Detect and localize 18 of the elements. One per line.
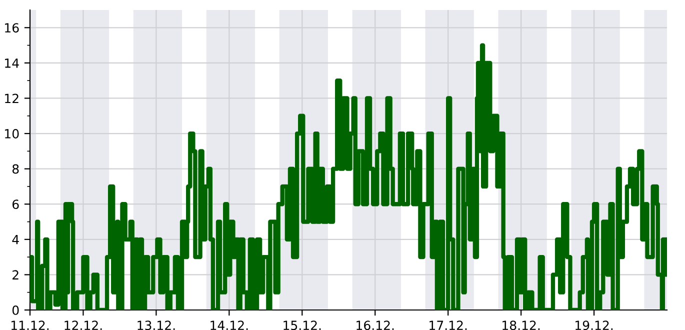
y-tick-label: 4 (12, 235, 19, 244)
y-tick-label: 6 (12, 200, 19, 210)
x-tick-label: 15.12. (284, 320, 321, 330)
y-tick-label: 2 (12, 270, 18, 280)
x-tick-label: 16.12. (356, 320, 394, 330)
x-tick-label: 17.12. (430, 320, 467, 330)
x-tick-label: 18.12. (502, 320, 540, 330)
y-tick-label: 10 (5, 129, 19, 138)
x-tick-label: 13.12. (138, 320, 175, 330)
x-tick-label: 11.12. (11, 320, 49, 330)
x-tick-label: 12.12. (64, 320, 102, 330)
y-tick-label: 0 (12, 305, 19, 315)
x-tick-label: 19.12. (576, 320, 613, 330)
y-tick-label: 8 (12, 164, 19, 174)
y-tick-label: 16 (5, 23, 19, 33)
x-tick-label: 14.12. (210, 320, 248, 330)
y-tick-label: 14 (5, 58, 19, 68)
y-tick-label: 12 (5, 94, 18, 103)
